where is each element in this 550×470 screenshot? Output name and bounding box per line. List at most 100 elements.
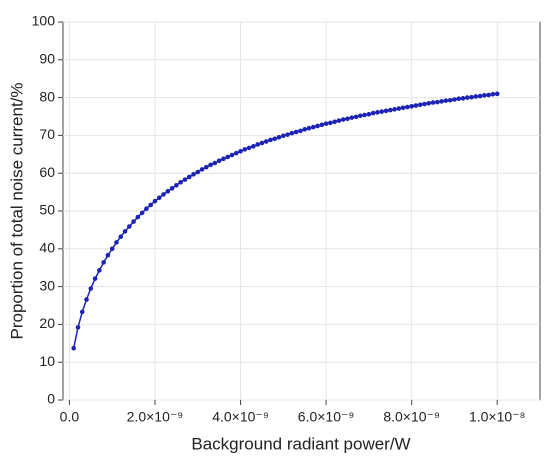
data-point xyxy=(255,142,260,147)
data-point xyxy=(405,104,410,110)
data-point xyxy=(396,106,402,111)
data-point xyxy=(422,101,427,107)
data-point xyxy=(242,147,248,152)
y-tick-label: 80 xyxy=(39,88,55,104)
data-point xyxy=(246,145,252,151)
data-point xyxy=(178,179,183,185)
data-point xyxy=(302,127,308,132)
data-point xyxy=(268,137,273,143)
data-point xyxy=(447,97,453,103)
data-point xyxy=(169,186,175,191)
data-point xyxy=(456,96,462,102)
data-point xyxy=(473,94,479,99)
data-point xyxy=(417,102,423,108)
data-point xyxy=(212,160,218,166)
data-point xyxy=(289,130,295,136)
data-point xyxy=(379,109,385,114)
data-point xyxy=(118,234,124,240)
data-point xyxy=(199,167,205,172)
data-point xyxy=(276,134,282,140)
x-tick-label: 1.0×10⁻⁸ xyxy=(469,409,526,425)
y-tick-label: 50 xyxy=(39,202,55,218)
data-point xyxy=(165,189,171,194)
data-point xyxy=(251,144,256,149)
data-point xyxy=(323,121,329,126)
data-point xyxy=(353,114,359,120)
y-tick-label: 0 xyxy=(47,391,55,407)
data-point xyxy=(259,140,265,146)
data-point xyxy=(204,164,209,170)
data-point xyxy=(345,116,350,122)
data-point xyxy=(144,206,149,212)
data-point xyxy=(161,192,166,197)
data-point xyxy=(366,111,372,117)
data-point xyxy=(272,136,278,142)
data-point xyxy=(148,202,153,208)
data-point xyxy=(387,107,393,113)
data-point xyxy=(195,169,201,175)
y-tick-label: 100 xyxy=(32,13,56,29)
data-point xyxy=(383,108,389,114)
data-point xyxy=(263,139,269,144)
data-point xyxy=(285,132,290,137)
data-point xyxy=(328,120,333,126)
y-tick-label: 30 xyxy=(39,277,55,293)
data-point xyxy=(293,129,299,135)
data-point xyxy=(75,325,81,330)
data-point xyxy=(426,100,432,106)
x-tick-label: 4.0×10⁻⁹ xyxy=(212,409,269,425)
data-point xyxy=(71,345,76,351)
data-point xyxy=(486,92,491,98)
data-point xyxy=(97,268,102,273)
data-point xyxy=(430,100,436,105)
data-point xyxy=(370,110,376,116)
data-point xyxy=(477,93,483,99)
data-point xyxy=(375,110,380,115)
data-point xyxy=(413,103,419,108)
data-point xyxy=(332,119,337,125)
data-point xyxy=(221,156,226,162)
series-line xyxy=(72,93,498,349)
data-point xyxy=(135,214,141,220)
data-point xyxy=(238,148,243,154)
data-point xyxy=(319,122,325,128)
data-point xyxy=(315,123,320,129)
data-point xyxy=(84,297,89,302)
data-point xyxy=(131,219,136,224)
data-point xyxy=(409,103,414,109)
data-point xyxy=(358,113,363,119)
data-point xyxy=(88,286,94,291)
data-point xyxy=(362,112,367,118)
data-point xyxy=(182,177,188,182)
x-tick-label: 8.0×10⁻⁹ xyxy=(383,409,440,425)
data-point xyxy=(464,95,470,100)
data-point xyxy=(191,172,196,177)
data-point xyxy=(105,252,111,258)
data-point xyxy=(101,260,106,265)
data-point xyxy=(336,118,342,123)
data-point xyxy=(349,115,355,120)
data-point xyxy=(174,182,179,188)
y-axis-title: Proportion of total noise current/% xyxy=(7,82,26,339)
x-tick-label: 6.0×10⁻⁹ xyxy=(298,409,355,425)
data-point xyxy=(92,276,98,281)
data-point xyxy=(152,198,158,204)
data-point xyxy=(392,107,397,112)
data-point xyxy=(439,99,444,104)
x-tick-label: 2.0×10⁻⁹ xyxy=(127,409,184,425)
data-point xyxy=(490,91,496,97)
data-point xyxy=(186,174,192,180)
data-point xyxy=(482,93,487,98)
data-point xyxy=(156,195,162,201)
data-point xyxy=(281,133,286,139)
data-point xyxy=(400,105,406,111)
data-point xyxy=(229,152,235,158)
data-point xyxy=(114,240,119,245)
y-tick-label: 60 xyxy=(39,164,55,180)
data-point xyxy=(109,246,115,252)
data-point xyxy=(435,99,440,105)
x-axis-title: Background radiant power/W xyxy=(191,434,410,453)
data-point xyxy=(469,94,474,100)
y-tick-label: 20 xyxy=(39,315,55,331)
